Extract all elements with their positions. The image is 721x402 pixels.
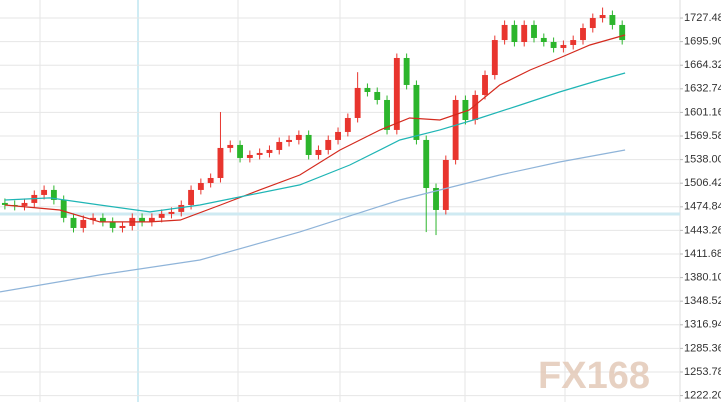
candle-body bbox=[207, 177, 214, 183]
candle-body bbox=[305, 134, 312, 155]
candle-body bbox=[550, 41, 557, 48]
candle-body bbox=[168, 211, 175, 214]
candle-body bbox=[237, 144, 243, 158]
candle-body bbox=[540, 37, 547, 42]
candle-body bbox=[393, 57, 400, 130]
candle-body bbox=[266, 149, 273, 153]
y-tick-label: 1222.20 bbox=[684, 389, 721, 401]
y-tick-label: 1538.00 bbox=[684, 154, 721, 166]
candle-body bbox=[531, 24, 537, 38]
candle-body bbox=[344, 117, 351, 132]
candle-body bbox=[442, 159, 449, 210]
y-tick-label: 1443.26 bbox=[684, 224, 721, 236]
candle-body bbox=[403, 57, 410, 85]
candle-body bbox=[472, 94, 479, 121]
candle-body bbox=[246, 154, 253, 158]
ma-line bbox=[4, 34, 626, 223]
candle-body bbox=[384, 99, 390, 130]
candle-body bbox=[286, 139, 292, 142]
y-tick-label: 1411.68 bbox=[684, 248, 721, 260]
candle-body bbox=[364, 87, 371, 92]
y-tick-label: 1569.58 bbox=[684, 130, 721, 142]
candle-body bbox=[413, 84, 420, 140]
candle-body bbox=[80, 219, 87, 228]
candle-body bbox=[295, 134, 302, 140]
candle-body bbox=[452, 99, 459, 160]
candle-body bbox=[178, 204, 185, 212]
candle-body bbox=[462, 99, 469, 121]
candle-body bbox=[109, 221, 116, 228]
candle-body bbox=[70, 217, 77, 228]
candle-body bbox=[276, 141, 283, 150]
candle-body bbox=[99, 217, 106, 222]
candle-body bbox=[315, 149, 322, 155]
candle-body bbox=[139, 217, 146, 222]
candle-body bbox=[580, 28, 586, 41]
candle-body bbox=[521, 24, 528, 42]
candle-body bbox=[148, 217, 155, 222]
candle-body bbox=[354, 87, 361, 118]
candle-body bbox=[589, 18, 596, 29]
candle-body bbox=[90, 217, 97, 220]
watermark: FX168 bbox=[538, 355, 650, 397]
candle-body bbox=[21, 202, 28, 206]
candle-body bbox=[501, 24, 508, 41]
y-tick-label: 1727.48 bbox=[684, 12, 721, 24]
candle-body bbox=[511, 24, 518, 42]
candle-body bbox=[227, 144, 234, 148]
candle-body bbox=[188, 189, 195, 205]
candle-body bbox=[335, 131, 341, 140]
ma-line bbox=[0, 149, 626, 293]
candle-body bbox=[374, 91, 381, 100]
candle-body bbox=[197, 182, 204, 190]
y-tick-label: 1316.94 bbox=[684, 319, 721, 331]
candle-body bbox=[217, 147, 224, 178]
y-tick-label: 1285.36 bbox=[684, 342, 721, 354]
candle-body bbox=[158, 213, 165, 218]
candle-body bbox=[423, 139, 430, 188]
candle-body bbox=[119, 225, 126, 228]
candle-body bbox=[325, 139, 332, 150]
y-tick-label: 1348.52 bbox=[684, 295, 721, 307]
candle-body bbox=[41, 189, 48, 195]
y-tick-label: 1506.42 bbox=[684, 177, 721, 189]
candle-body bbox=[619, 24, 626, 41]
candle-body bbox=[560, 44, 567, 48]
y-tick-label: 1253.78 bbox=[684, 366, 721, 378]
candle-body bbox=[433, 187, 439, 210]
candle-body bbox=[491, 40, 498, 76]
candle-body bbox=[50, 189, 57, 200]
candle-body bbox=[60, 199, 67, 218]
candle-body bbox=[599, 15, 606, 19]
y-tick-label: 1474.84 bbox=[684, 201, 721, 213]
v-grid bbox=[0, 0, 681, 402]
y-tick-label: 1664.32 bbox=[684, 59, 721, 71]
candle-body bbox=[570, 40, 577, 45]
candle-body bbox=[609, 15, 616, 25]
ma-line bbox=[4, 72, 626, 213]
candle-body bbox=[256, 152, 263, 155]
y-tick-label: 1601.16 bbox=[684, 106, 721, 118]
y-tick-label: 1632.74 bbox=[684, 83, 721, 95]
candle-body bbox=[1, 202, 8, 205]
y-tick-label: 1695.90 bbox=[684, 36, 721, 48]
y-tick-label: 1380.10 bbox=[684, 271, 721, 283]
candle-body bbox=[482, 75, 488, 95]
